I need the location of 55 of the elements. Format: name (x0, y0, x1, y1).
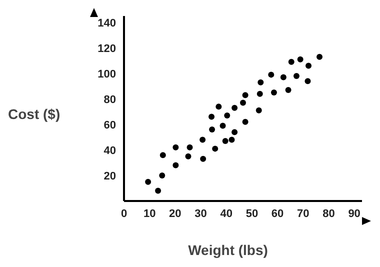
point (316, 54, 323, 60)
x-tick-label: 50 (246, 208, 258, 220)
point (172, 162, 179, 168)
point (297, 56, 304, 62)
point (186, 144, 193, 150)
point (220, 122, 226, 129)
x-tick-label: 70 (297, 208, 310, 220)
point (209, 126, 216, 133)
point (285, 87, 292, 93)
y-tick-label: 80 (104, 94, 116, 106)
point (222, 138, 228, 144)
x-tick-label: 80 (322, 208, 335, 220)
point (304, 78, 311, 84)
point (212, 146, 218, 152)
x-tick-label: 0 (120, 208, 128, 220)
point (293, 72, 300, 79)
point (224, 112, 230, 119)
point (258, 79, 264, 86)
point (172, 144, 179, 150)
point (270, 90, 277, 96)
point (232, 129, 238, 136)
point (240, 100, 246, 106)
y-tick-label: 40 (104, 144, 116, 157)
point (306, 62, 312, 69)
point (200, 136, 206, 143)
point (256, 107, 262, 114)
point (155, 188, 162, 194)
x-tick-label: 90 (348, 208, 360, 220)
y-tick-label: 120 (98, 42, 116, 55)
point (208, 114, 215, 120)
point (268, 72, 274, 78)
point (280, 74, 286, 80)
x-tick-label: 10 (143, 208, 156, 220)
point (145, 178, 152, 185)
point (228, 136, 235, 143)
x-tick-label: 20 (169, 208, 182, 220)
y-tick-label: 100 (98, 68, 116, 80)
x-axis-title: Weight (lbs) (187, 242, 269, 258)
point (242, 118, 248, 125)
point (288, 58, 294, 65)
point (242, 92, 248, 98)
point (200, 156, 206, 162)
y-axis-title: Cost ($) (8, 106, 60, 122)
x-tick-label: 60 (271, 208, 284, 220)
point (159, 172, 166, 178)
y-tick-label: 60 (104, 119, 116, 132)
point (232, 104, 238, 111)
point (185, 153, 192, 160)
point (160, 152, 166, 158)
y-tick-label: 20 (104, 170, 116, 182)
x-tick-label: 30 (194, 208, 207, 220)
x-tick-label: 40 (220, 208, 232, 220)
y-tick-label: 140 (98, 17, 116, 30)
point (256, 90, 263, 97)
point (216, 104, 222, 110)
